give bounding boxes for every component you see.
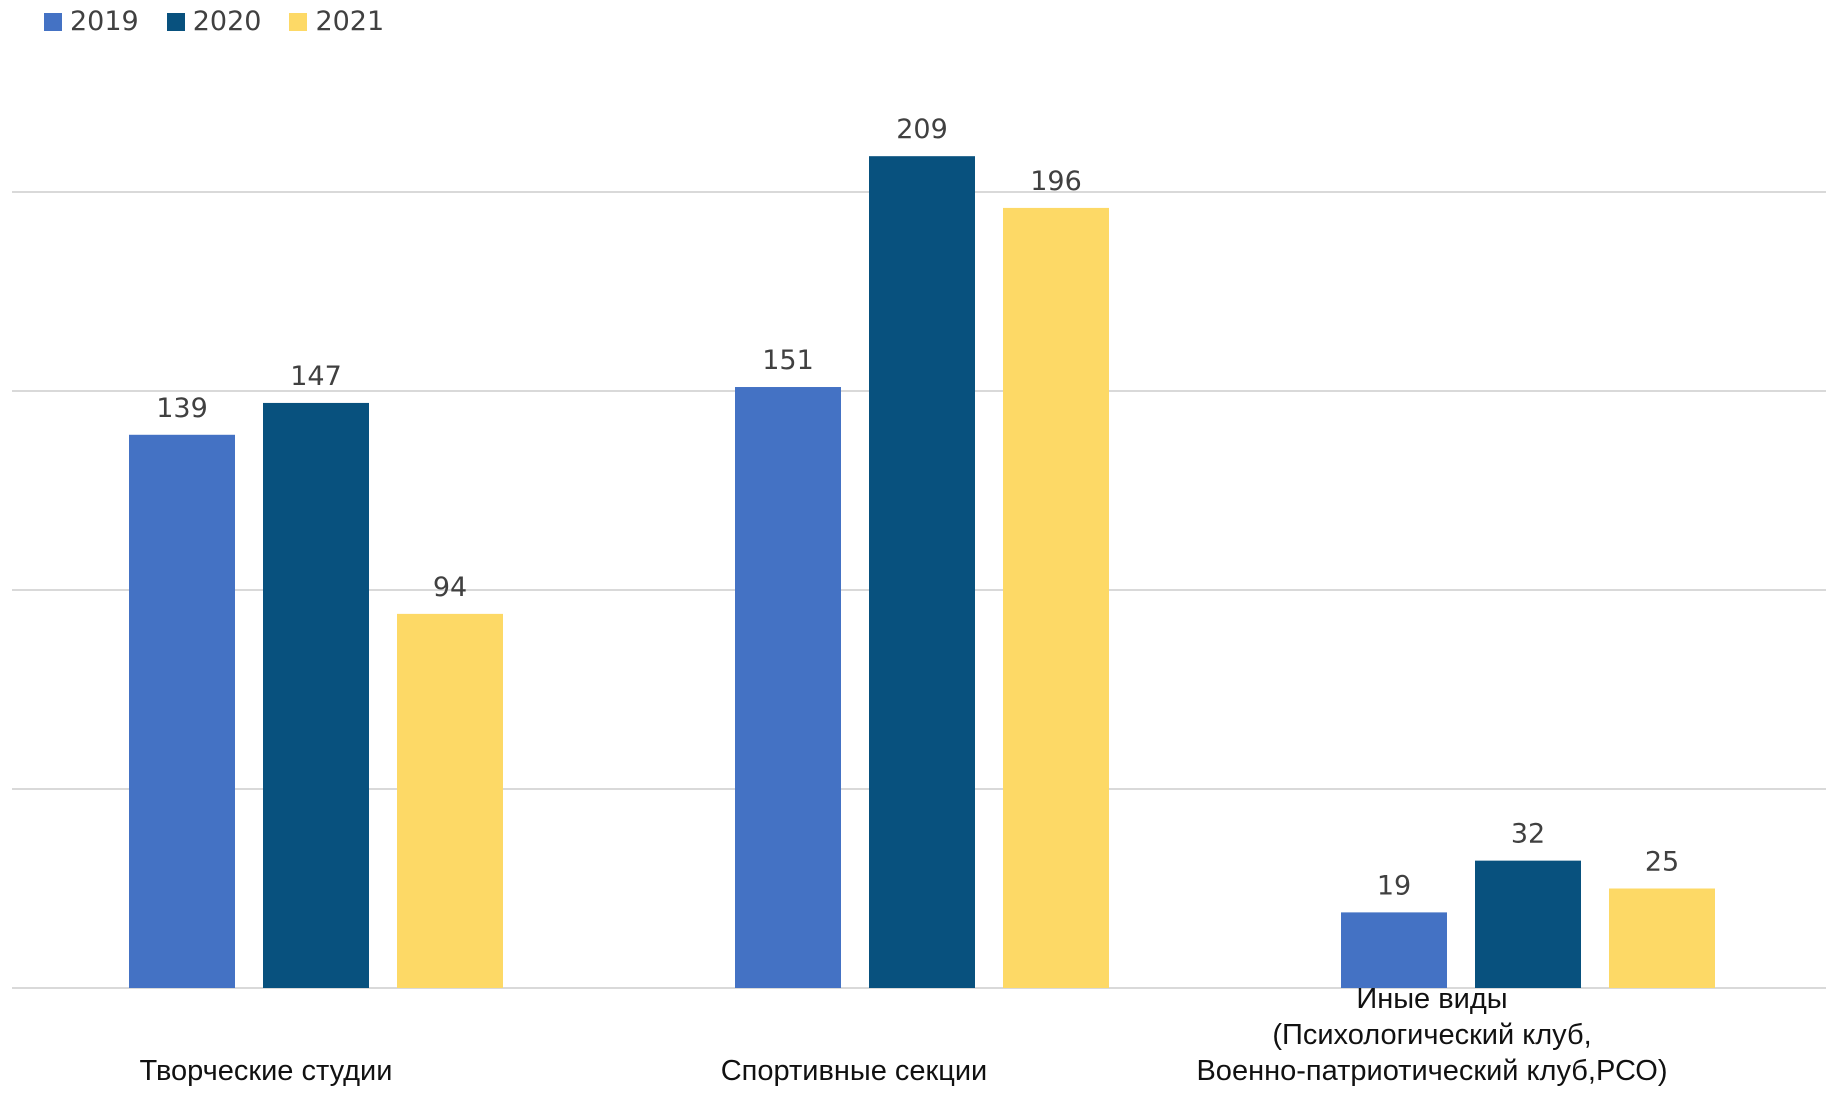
bar-2020-2	[869, 156, 975, 988]
bar-2019-2	[735, 387, 841, 988]
category-label-2: Спортивные секции	[721, 1055, 988, 1087]
data-label-2019-3: 19	[1377, 870, 1411, 901]
legend-swatch-2020	[166, 12, 185, 31]
data-label-2020-1: 147	[290, 361, 342, 392]
legend-item-2021: 2021	[289, 6, 384, 37]
legend-swatch-2021	[289, 12, 308, 31]
chart-legend: 2019 2020 2021	[44, 6, 384, 37]
bar-2019-1	[129, 434, 235, 988]
category-label-3: Военно-патриотический клуб,РСО)	[1196, 1055, 1667, 1087]
legend-label-2020: 2020	[192, 6, 262, 37]
data-label-2019-2: 151	[762, 345, 814, 376]
data-label-2021-1: 94	[433, 572, 467, 603]
category-label-3: (Психологический клуб,	[1272, 1019, 1591, 1051]
legend-label-2019: 2019	[70, 6, 139, 37]
bar-2020-1	[263, 402, 369, 988]
data-label-2020-2: 209	[896, 114, 948, 145]
legend-swatch-2019	[44, 12, 62, 31]
bar-2021-2	[1003, 207, 1109, 989]
bar-2019-3	[1341, 912, 1447, 988]
data-label-2021-3: 25	[1645, 847, 1679, 878]
bar-2021-3	[1609, 888, 1715, 988]
data-label-2021-2: 196	[1030, 166, 1082, 197]
category-label-3: Иные виды	[1356, 983, 1507, 1015]
data-label-2019-1: 139	[156, 393, 208, 424]
bar-2021-1	[397, 613, 503, 988]
legend-label-2021: 2021	[315, 6, 385, 37]
legend-item-2020: 2020	[166, 6, 262, 37]
bar-2020-3	[1475, 860, 1581, 988]
category-label-1: Творческие студии	[140, 1055, 393, 1087]
data-label-2020-3: 32	[1511, 819, 1545, 850]
legend-item-2019: 2019	[44, 6, 139, 37]
